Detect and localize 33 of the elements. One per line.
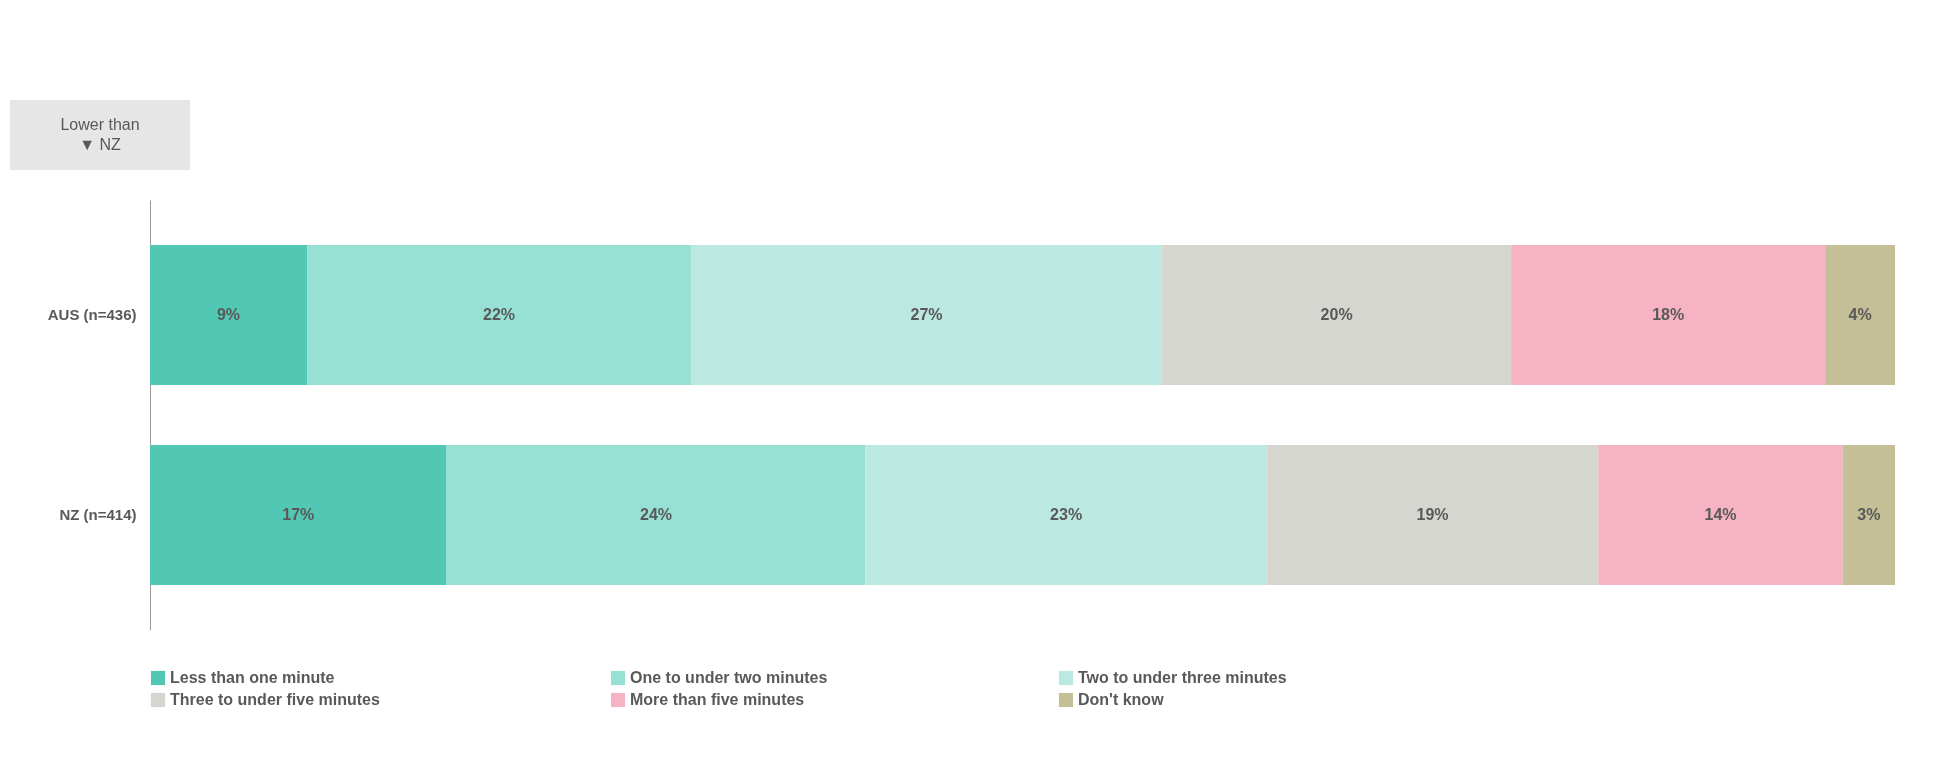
legend-label: More than five minutes [630,691,805,708]
data-label: 22% [482,306,516,323]
legend-label: One to under two minutes [630,669,828,686]
legend-label: Less than one minute [170,669,335,686]
legend-label: Three to under five minutes [170,691,380,708]
bar [1825,245,1895,385]
bar [1842,445,1895,585]
bar [1511,245,1826,385]
bar [1266,445,1599,585]
data-label: 18% [1652,306,1685,323]
data-label: 27% [910,306,943,323]
data-label: 4% [1848,306,1872,323]
data-label: 3% [1857,506,1881,523]
bar [865,445,1267,585]
data-label: 24% [640,506,673,523]
text: Lower than ▼ NZ [60,116,140,153]
bar [446,445,866,585]
data-label: 14% [1704,506,1737,523]
bar [307,245,691,385]
bar [150,245,308,385]
bar [1598,445,1843,585]
data-label: 23% [1050,506,1083,523]
legend-label: Don't know [1078,691,1165,708]
bar [150,445,447,585]
data-label: 17% [282,506,315,523]
legend-label: Two to under three minutes [1078,669,1287,686]
data-label: 20% [1320,306,1353,323]
y-tick-label: AUS (n=436) [47,306,137,323]
bar [690,245,1163,385]
y-tick-label: NZ (n=414) [59,506,137,523]
bar [1162,245,1512,385]
data-label: 9% [216,306,241,323]
data-label: 19% [1416,506,1449,523]
